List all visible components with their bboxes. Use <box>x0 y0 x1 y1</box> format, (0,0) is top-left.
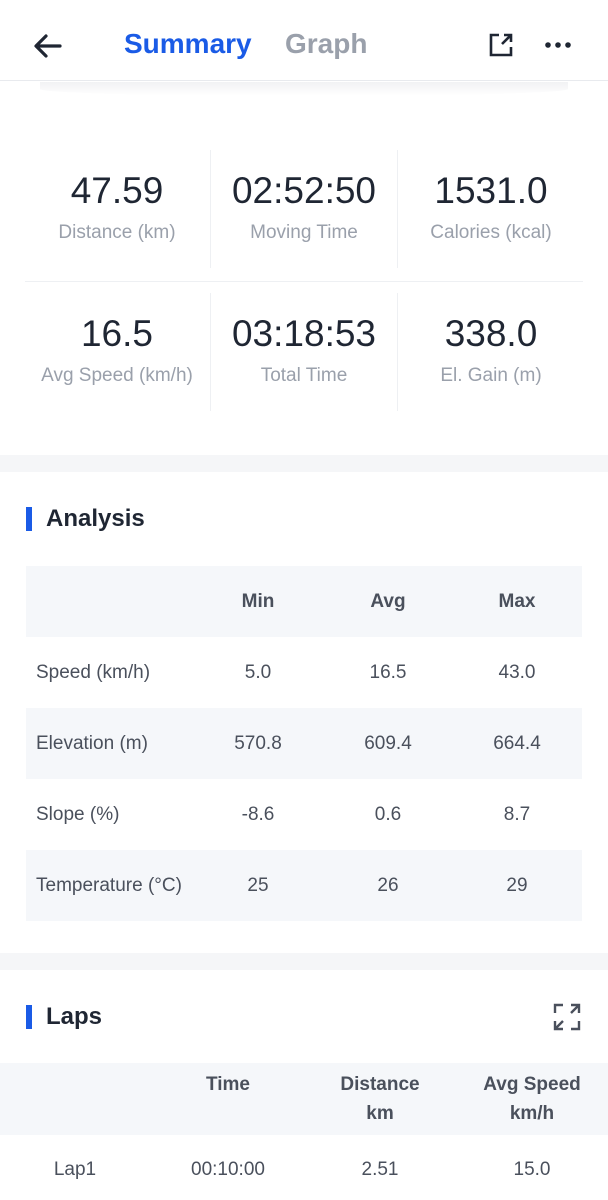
table-header: Min Avg Max <box>26 566 582 637</box>
stat-value: 16.5 <box>80 313 153 354</box>
stat-label: Calories (kcal) <box>430 222 552 243</box>
row-label: Slope (%) <box>36 804 120 825</box>
stat-label: Avg Speed (km/h) <box>41 365 193 386</box>
stat-calories: 1531.0 Calories (kcal) <box>398 170 584 244</box>
cell-max: 664.4 <box>493 733 541 754</box>
lap-distance: 2.51 <box>361 1159 399 1180</box>
column-header: Avg <box>370 591 406 612</box>
analysis-title: Analysis <box>26 507 145 531</box>
row-label: Elevation (m) <box>36 733 148 754</box>
external-link-icon[interactable] <box>487 31 515 59</box>
cell-max: 8.7 <box>503 804 531 825</box>
tab-summary[interactable]: Summary <box>124 28 252 59</box>
column-header-time: Time <box>153 1070 303 1099</box>
stat-value: 338.0 <box>444 313 538 354</box>
column-header: Min <box>241 591 275 612</box>
divider <box>397 150 398 268</box>
arrow-left-icon[interactable] <box>30 28 66 64</box>
stat-label: El. Gain (m) <box>440 365 542 386</box>
cell-max: 43.0 <box>498 662 536 683</box>
cell-min: -8.6 <box>241 804 275 825</box>
cell-avg: 16.5 <box>369 662 407 683</box>
stat-value: 47.59 <box>70 170 164 211</box>
stat-label: Distance (km) <box>58 222 176 243</box>
stat-distance: 47.59 Distance (km) <box>24 170 210 244</box>
table-row: Elevation (m) 570.8 609.4 664.4 <box>26 708 582 779</box>
lap-avg-speed: 15.0 <box>513 1159 551 1180</box>
stat-elevation-gain: 338.0 El. Gain (m) <box>398 313 584 387</box>
stat-moving-time: 02:52:50 Moving Time <box>211 170 397 244</box>
section-separator <box>0 455 608 472</box>
column-unit: km/h <box>509 1103 555 1124</box>
column-header-distance: Distance km <box>305 1070 455 1128</box>
more-horizontal-icon[interactable] <box>544 35 572 55</box>
cell-min: 5.0 <box>244 662 272 683</box>
divider <box>210 293 211 411</box>
stat-label: Total Time <box>260 365 348 386</box>
top-bar: Summary Graph <box>0 0 608 81</box>
row-label: Speed (km/h) <box>36 662 151 683</box>
expand-icon[interactable] <box>553 1003 581 1031</box>
cell-avg: 0.6 <box>374 804 402 825</box>
table-row: Temperature (°C) 25 26 29 <box>26 850 582 921</box>
column-label: Distance <box>340 1074 420 1095</box>
table-row: Slope (%) -8.6 0.6 8.7 <box>26 779 582 850</box>
column-header: Max <box>498 591 536 612</box>
stat-value: 1531.0 <box>434 170 548 211</box>
divider <box>210 150 211 268</box>
divider <box>397 293 398 411</box>
stat-label: Moving Time <box>250 222 358 243</box>
lap-name: Lap1 <box>53 1159 97 1180</box>
divider <box>25 281 583 282</box>
stat-total-time: 03:18:53 Total Time <box>211 313 397 387</box>
cell-avg: 26 <box>377 875 399 896</box>
cell-min: 570.8 <box>234 733 282 754</box>
cell-min: 25 <box>247 875 269 896</box>
stat-value: 03:18:53 <box>231 313 377 354</box>
cell-avg: 609.4 <box>364 733 412 754</box>
row-label: Temperature (°C) <box>36 875 182 896</box>
table-header: Time Distance km Avg Speed km/h <box>0 1063 608 1135</box>
laps-title: Laps <box>26 1005 102 1029</box>
tab-graph[interactable]: Graph <box>285 28 368 59</box>
column-unit: km <box>366 1103 394 1124</box>
stat-value: 02:52:50 <box>231 170 377 211</box>
lap-time: 00:10:00 <box>191 1159 265 1180</box>
column-label: Avg Speed <box>483 1074 581 1095</box>
stat-avg-speed: 16.5 Avg Speed (km/h) <box>24 313 210 387</box>
header-shadow <box>40 82 568 96</box>
column-header-avg-speed: Avg Speed km/h <box>457 1070 607 1128</box>
cell-max: 29 <box>506 875 528 896</box>
table-row: Lap1 00:10:00 2.51 15.0 <box>0 1155 608 1185</box>
section-separator <box>0 953 608 970</box>
column-label: Time <box>205 1074 250 1095</box>
table-row: Speed (km/h) 5.0 16.5 43.0 <box>26 637 582 708</box>
